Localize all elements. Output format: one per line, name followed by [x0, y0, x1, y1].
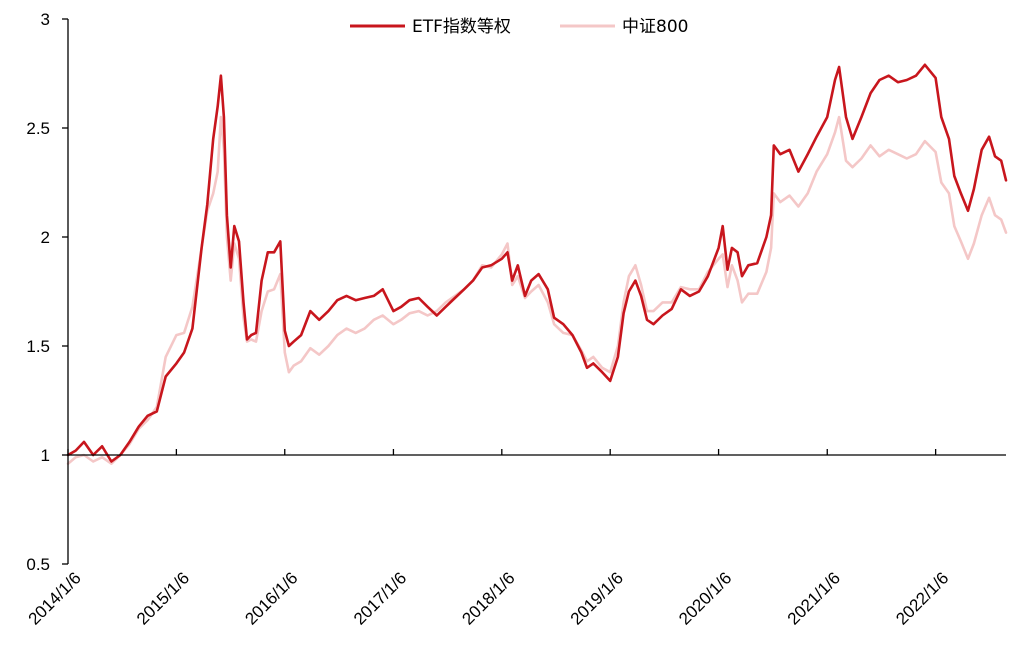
series-layer — [66, 63, 1008, 465]
y-tick-label: 2 — [41, 228, 50, 247]
axis-layer — [67, 19, 1006, 564]
x-tick-label: 2019/1/6 — [567, 568, 627, 628]
x-tick-label: 2015/1/6 — [133, 568, 193, 628]
y-tick-label: 1.5 — [26, 337, 50, 356]
x-tick-label: 2016/1/6 — [241, 568, 301, 628]
y-tick-label: 0.5 — [26, 555, 50, 574]
x-tick-label: 2017/1/6 — [350, 568, 410, 628]
series-line-0 — [66, 63, 1008, 463]
x-tick-label: 2020/1/6 — [675, 568, 735, 628]
series-line-1 — [66, 115, 1008, 465]
y-tick-label: 3 — [41, 10, 50, 29]
legend: ETF指数等权 中证800 — [350, 17, 688, 37]
legend-label-etf: ETF指数等权 — [412, 17, 511, 37]
y-ticks: 0.5 1 1.5 2 2.5 3 — [26, 10, 68, 574]
x-tick-label: 2018/1/6 — [458, 568, 518, 628]
x-ticks: 2014/1/6 2015/1/6 2016/1/6 2017/1/6 2018/1/6… — [25, 449, 952, 629]
x-tick-label: 2022/1/6 — [892, 568, 952, 628]
y-tick-label: 1 — [41, 446, 50, 465]
x-tick-label: 2014/1/6 — [25, 568, 85, 628]
legend-item-csi800: 中证800 — [560, 17, 688, 37]
y-tick-label: 2.5 — [26, 119, 50, 138]
x-tick-label: 2021/1/6 — [784, 568, 844, 628]
legend-item-etf: ETF指数等权 — [350, 17, 511, 37]
legend-label-csi800: 中证800 — [622, 17, 688, 37]
